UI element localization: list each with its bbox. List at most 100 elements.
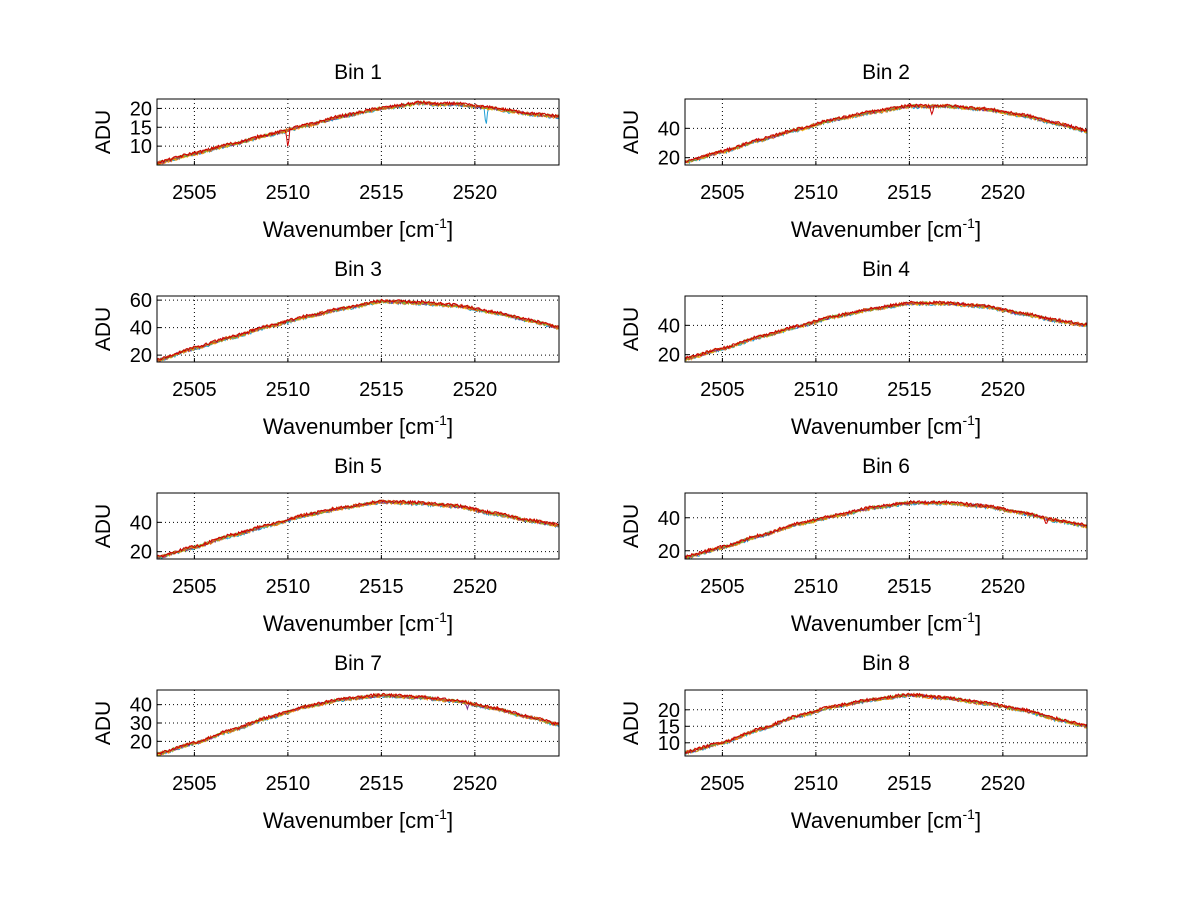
y-tick-label: 30 [130,713,152,735]
y-tick-label: 60 [130,290,152,312]
subplot-title: Bin 2 [862,61,910,84]
x-tick-label: 2520 [981,379,1026,401]
x-axis-label-end: ] [447,611,453,636]
series-group [685,300,1087,362]
x-tick-label: 2505 [172,773,217,795]
x-tick-label: 2515 [359,576,404,598]
y-tick-label: 15 [658,716,680,738]
axes-box [156,295,560,363]
x-tick-label: 2520 [453,773,498,795]
x-axis-label-sup: -1 [963,412,976,428]
y-tick-label: 40 [130,512,152,534]
series-group [685,692,1087,755]
series-group [685,102,1087,165]
x-axis-label-main: Wavenumber [cm [791,217,963,242]
subplot-title: Bin 6 [862,455,910,478]
axes-box [156,492,560,560]
series-line-5 [685,693,1087,754]
series-group [157,298,559,362]
axes-box [684,98,1088,166]
x-tick-label: 2520 [981,182,1026,204]
subplot-title: Bin 8 [862,652,910,675]
x-tick-label: 2510 [266,182,311,204]
y-tick-label: 10 [130,136,152,158]
x-axis-label-main: Wavenumber [cm [263,217,435,242]
x-axis-label: Wavenumber [cm-1] [263,215,453,242]
x-axis-label-main: Wavenumber [cm [791,808,963,833]
x-axis-label-sup: -1 [435,412,448,428]
subplot-bin-3: 2505 2510 2515 2520 20 40 60 Bin 3 ADU Wavenumber… [92,258,560,439]
y-tick-label: 15 [130,117,152,139]
x-axis-label-sup: -1 [435,609,448,625]
y-axis-label: ADU [620,307,643,351]
x-tick-label: 2515 [887,379,932,401]
x-axis-label: Wavenumber [cm-1] [791,412,981,439]
series-line-7 [157,100,559,164]
x-tick-label: 2505 [172,379,217,401]
x-tick-label: 2510 [266,773,311,795]
subplot-bin-4: 2505 2510 2515 2520 20 40 Bin 4 ADU Wavenumber [… [620,258,1088,439]
x-axis-label-sup: -1 [435,215,448,231]
y-tick-label: 20 [130,542,152,564]
x-axis-label-sup: -1 [963,609,976,625]
y-tick-label: 20 [658,541,680,563]
x-axis-label-sup: -1 [963,215,976,231]
axes-box [684,689,1088,757]
x-axis-label-end: ] [975,808,981,833]
x-axis-label-end: ] [975,217,981,242]
x-axis-label-end: ] [975,611,981,636]
x-axis-label-main: Wavenumber [cm [791,414,963,439]
x-tick-label: 2515 [359,379,404,401]
subplot-title: Bin 1 [334,61,382,84]
y-tick-label: 40 [130,695,152,717]
y-tick-label: 20 [130,345,152,367]
x-axis-label-end: ] [447,414,453,439]
y-tick-label: 40 [658,315,680,337]
subplot-bin-5: 2505 2510 2515 2520 20 40 Bin 5 ADU Wavenumber [… [92,455,560,636]
series-line-7 [685,692,1087,754]
x-axis-label-sup: -1 [435,806,448,822]
x-tick-label: 2520 [453,576,498,598]
x-axis-label: Wavenumber [cm-1] [791,609,981,636]
series-group [157,692,559,756]
y-axis-label: ADU [92,110,115,154]
y-tick-label: 10 [658,733,680,755]
y-tick-label: 20 [130,98,152,120]
x-tick-label: 2505 [700,182,745,204]
x-tick-label: 2510 [794,576,839,598]
subplot-title: Bin 7 [334,652,382,675]
x-tick-label: 2520 [453,182,498,204]
x-tick-label: 2515 [359,182,404,204]
x-tick-label: 2510 [794,773,839,795]
subplot-bin-6: 2505 2510 2515 2520 20 40 Bin 6 ADU Wavenumber [… [620,455,1088,636]
x-axis-label-sup: -1 [963,806,976,822]
series-group [685,499,1087,559]
y-axis-label: ADU [620,701,643,745]
series-line-6 [157,692,559,755]
x-axis-label-main: Wavenumber [cm [791,611,963,636]
series-group [157,100,559,165]
x-tick-label: 2520 [981,773,1026,795]
subplot-bin-2: 2505 2510 2515 2520 20 40 Bin 2 ADU Wavenumber [… [620,61,1088,242]
x-tick-label: 2510 [794,182,839,204]
series-line-7 [157,298,559,361]
x-axis-label-main: Wavenumber [cm [263,611,435,636]
y-axis-label: ADU [620,110,643,154]
y-tick-label: 40 [658,118,680,140]
x-tick-label: 2510 [266,576,311,598]
series-line-7 [157,499,559,558]
series-line-6 [157,499,559,558]
series-group [157,499,559,559]
series-line-7 [685,300,1087,360]
y-tick-label: 40 [130,318,152,340]
y-axis-label: ADU [92,504,115,548]
x-axis-label: Wavenumber [cm-1] [263,412,453,439]
axes-box [684,295,1088,363]
x-tick-label: 2520 [453,379,498,401]
y-tick-label: 20 [130,731,152,753]
x-axis-label-main: Wavenumber [cm [263,808,435,833]
x-tick-label: 2510 [266,379,311,401]
x-tick-label: 2505 [172,576,217,598]
